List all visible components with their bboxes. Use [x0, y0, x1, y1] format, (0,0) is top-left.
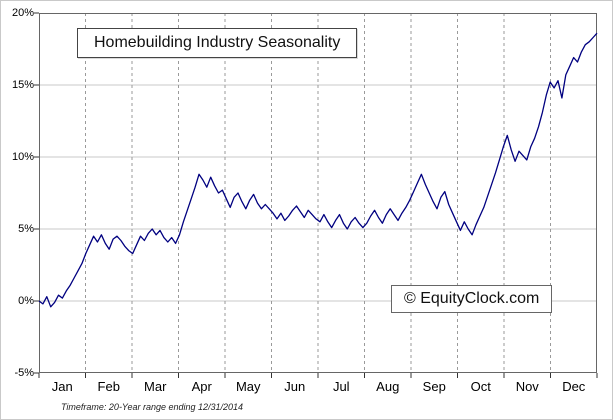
timeframe-caption: Timeframe: 20-Year range ending 12/31/20… [61, 402, 244, 412]
x-axis-month-label: Oct [470, 379, 491, 394]
chart-title: Homebuilding Industry Seasonality [77, 28, 358, 58]
y-axis-tick-label: 5% [18, 223, 34, 235]
x-axis-month-label: Dec [562, 379, 586, 394]
x-axis-month-label: Jun [284, 379, 306, 394]
seasonality-line [38, 32, 598, 308]
chart-canvas [34, 12, 598, 378]
x-axis-month-label: Mar [144, 379, 167, 394]
y-axis-tick-label: 10% [11, 151, 34, 163]
y-axis-tick-label: -5% [14, 367, 34, 379]
x-axis-month-label: Nov [515, 379, 539, 394]
x-axis-month-label: Aug [376, 379, 400, 394]
x-axis-month-label: Sep [422, 379, 446, 394]
x-axis-month-label: May [235, 379, 261, 394]
y-axis-tick-label: 15% [11, 79, 34, 91]
x-axis-month-label: Apr [191, 379, 212, 394]
plot-area [34, 12, 598, 378]
x-axis-month-label: Feb [97, 379, 120, 394]
x-axis-month-label: Jul [332, 379, 350, 394]
x-axis-month-label: Jan [51, 379, 73, 394]
y-axis-tick-label: 0% [18, 295, 34, 307]
y-axis-tick-label: 20% [11, 7, 34, 19]
equityclock-watermark: © EquityClock.com [391, 285, 553, 313]
